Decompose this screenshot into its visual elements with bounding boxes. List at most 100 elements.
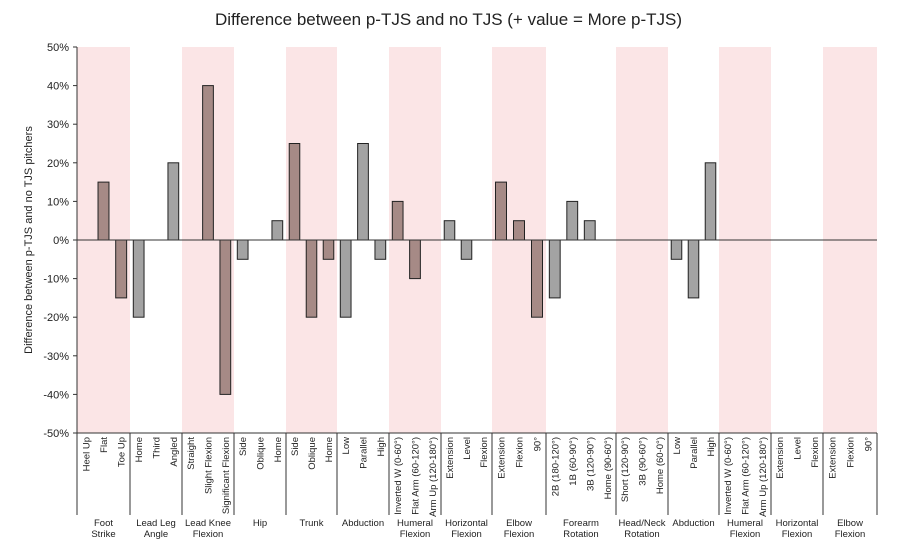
x-tick-label: Level: [793, 437, 804, 460]
x-tick-label: Slight Flexion: [204, 437, 215, 494]
bar: [409, 239, 421, 280]
x-tick-label: Parallel: [689, 437, 700, 469]
y-tick-label: -10%: [43, 274, 69, 286]
y-axis-title: Difference between p-TJS and no TJS pitc…: [23, 126, 35, 354]
x-tick-label: Heel Up: [81, 437, 92, 471]
x-tick-label: Third: [152, 437, 163, 459]
x-tick-label: High: [706, 437, 717, 457]
group-label: Hip: [253, 518, 267, 529]
x-tick-label: Extension: [828, 437, 839, 479]
x-tick-label: 2B (180-120°): [550, 437, 561, 496]
x-tick-label: Extension: [445, 437, 456, 479]
group-label: Trunk: [300, 518, 324, 529]
group-label: Lead Knee: [185, 518, 231, 529]
bar: [132, 239, 145, 318]
chart-title: Difference between p-TJS and no TJS (+ v…: [214, 10, 683, 29]
bar: [687, 239, 700, 299]
bar: [391, 200, 404, 241]
group-label: Elbow: [837, 518, 863, 529]
x-tick-label: Significant Flexion: [221, 437, 232, 514]
x-tick-label: Oblique: [256, 437, 267, 470]
bar: [583, 220, 596, 241]
group-label: Flexion: [835, 529, 866, 540]
group-label: Rotation: [624, 529, 659, 540]
bar: [566, 200, 579, 241]
x-tick-label: Parallel: [359, 437, 370, 469]
group-label: Horizontal: [776, 518, 819, 529]
group-label: Abduction: [342, 518, 384, 529]
y-tick-label: 0%: [53, 235, 69, 247]
x-tick-label: Flexion: [846, 437, 857, 468]
y-tick-label: 20%: [47, 158, 69, 170]
group-label: Elbow: [506, 518, 532, 529]
x-tick-label: 90°: [533, 437, 544, 452]
group-label: Lead Leg: [136, 518, 176, 529]
group-label: Foot: [94, 518, 113, 529]
x-tick-label: Inverted W (0-60°): [393, 437, 404, 515]
x-tick-label: Flexion: [479, 437, 490, 468]
x-tick-label: 1B (60-90°): [568, 437, 579, 486]
bar: [670, 239, 683, 260]
x-tick-label: Home: [273, 437, 284, 462]
bar: [202, 85, 214, 241]
group-label: Strike: [91, 529, 115, 540]
group-label: Horizontal: [445, 518, 488, 529]
x-tick-label: Flat Arm (60-120°): [741, 437, 752, 515]
x-tick-label: 3B (120-90°): [585, 437, 596, 491]
bar: [288, 143, 301, 241]
x-tick-label: Short (120-90°): [620, 437, 631, 502]
bar: [443, 220, 456, 241]
x-tick-label: Home: [324, 437, 335, 462]
bar: [531, 239, 543, 318]
group-label: Humeral: [397, 518, 433, 529]
group-label: Humeral: [727, 518, 763, 529]
bar: [167, 162, 180, 241]
x-tick-label: Flat: [99, 437, 110, 453]
x-tick-label: 90°: [864, 437, 875, 452]
bar: [115, 239, 128, 299]
x-tick-label: 3B (90-60°): [638, 437, 649, 486]
group-label: Flexion: [730, 529, 761, 540]
x-tick-label: Arm Up (120-180°): [758, 437, 769, 517]
group-label: Flexion: [504, 529, 535, 540]
group-label: Rotation: [563, 529, 598, 540]
group-label: Forearm: [563, 518, 599, 529]
x-tick-label: Side: [290, 437, 301, 456]
bar: [219, 239, 232, 395]
y-tick-label: -30%: [43, 351, 69, 363]
bar: [339, 239, 352, 318]
group-label: Angle: [144, 529, 168, 540]
x-tick-label: Extension: [775, 437, 786, 479]
bar: [97, 181, 110, 241]
bar: [704, 162, 717, 241]
bar: [374, 239, 387, 260]
group-label: Flexion: [782, 529, 813, 540]
x-tick-label: Straight: [186, 437, 197, 470]
bar: [305, 239, 318, 318]
y-tick-label: -50%: [43, 428, 69, 440]
x-tick-label: Flexion: [515, 437, 526, 468]
y-tick-label: 40%: [47, 81, 69, 93]
x-tick-label: Low: [341, 437, 352, 455]
y-tick-label: -40%: [43, 389, 69, 401]
x-tick-label: Home (60-0°): [655, 437, 666, 494]
bar: [548, 239, 561, 299]
x-tick-label: Flexion: [810, 437, 821, 468]
bar: [322, 239, 335, 260]
bar: [357, 143, 369, 241]
group-label: Flexion: [193, 529, 224, 540]
bar: [271, 220, 284, 241]
x-tick-label: Angled: [169, 437, 180, 467]
group-label: Flexion: [451, 529, 482, 540]
group-label: Flexion: [400, 529, 431, 540]
x-tick-label: Toe Up: [117, 437, 128, 467]
group-label: Abduction: [672, 518, 714, 529]
bar: [513, 220, 525, 241]
x-tick-label: High: [376, 437, 387, 457]
x-tick-label: Low: [672, 437, 683, 455]
x-tick-label: Inverted W (0-60°): [723, 437, 734, 515]
x-tick-label: Side: [238, 437, 249, 456]
y-tick-label: 30%: [47, 119, 69, 131]
x-tick-label: Level: [462, 437, 473, 460]
